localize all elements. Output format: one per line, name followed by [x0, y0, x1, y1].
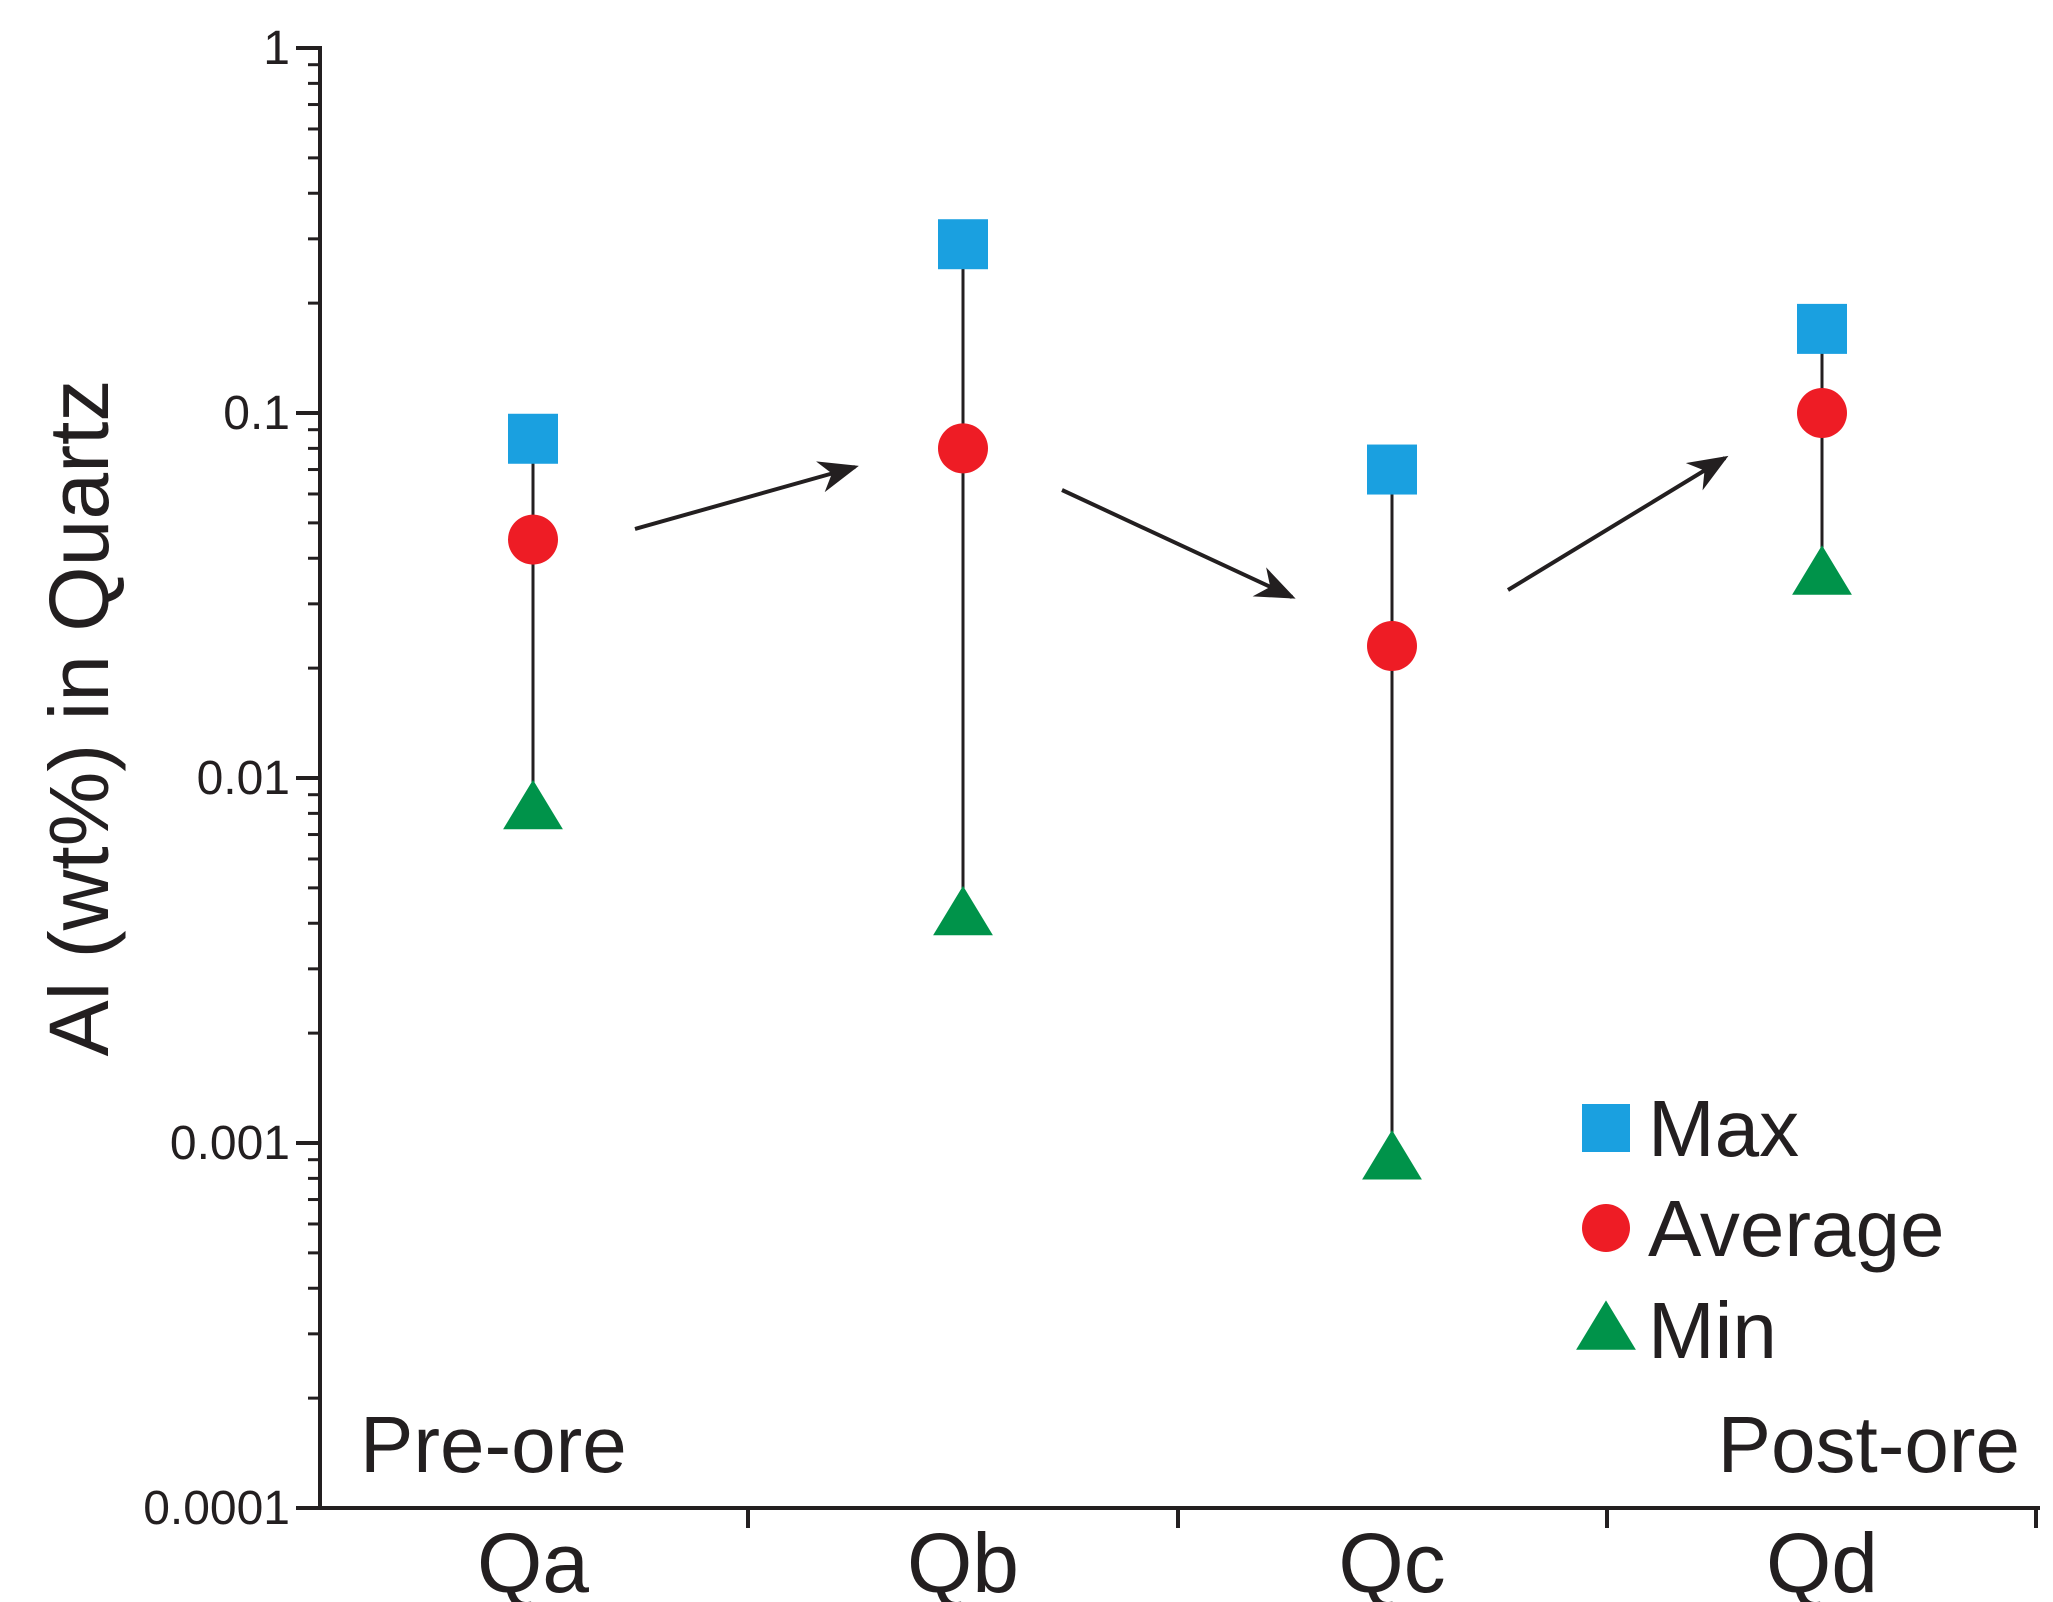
average-point-qa — [508, 514, 558, 565]
trend-arrow-qc-qd — [1506, 455, 1729, 592]
trend-arrow-qb-qc — [1061, 488, 1296, 599]
x-tick-label-qc: Qc — [1338, 1516, 1445, 1602]
min-point-qc — [1362, 1130, 1422, 1180]
x-tick-label-qd: Qd — [1766, 1516, 1878, 1602]
axes: 1 0.1 0.01 0.001 0.0001 Qa Qb Qc Qd Al (wt%) in Q… — [32, 22, 2040, 1602]
max-point-qc — [1367, 444, 1417, 495]
max-point-qb — [938, 219, 988, 270]
legend-marker-average — [1582, 1204, 1630, 1252]
y-tick-label: 0.0001 — [143, 1482, 290, 1535]
legend-label-min: Min — [1648, 1286, 1777, 1375]
post-ore-label: Post-ore — [1718, 1400, 2020, 1489]
legend-label-max: Max — [1648, 1084, 1799, 1173]
legend-marker-max — [1582, 1104, 1630, 1152]
y-tick-label: 0.1 — [223, 387, 290, 440]
legend-marker-min — [1576, 1300, 1636, 1350]
min-point-qd — [1792, 545, 1852, 595]
y-tick-label: 0.001 — [170, 1117, 290, 1170]
y-axis-title: Al (wt%) in Quartz — [32, 380, 126, 1057]
y-tick-label: 0.01 — [197, 752, 290, 805]
max-point-qa — [508, 413, 558, 464]
min-point-qb — [933, 885, 993, 936]
min-point-qa — [503, 779, 563, 830]
data-points — [503, 219, 1852, 1180]
x-tick-label-qb: Qb — [907, 1516, 1019, 1602]
average-point-qb — [938, 423, 988, 474]
x-tick-label-qa: Qa — [477, 1516, 589, 1602]
average-point-qd — [1797, 388, 1847, 438]
trend-arrows — [634, 455, 1729, 599]
legend-label-average: Average — [1648, 1184, 1945, 1273]
trend-arrow-qa-qb — [634, 461, 859, 531]
annotations: Pre-ore Post-ore — [360, 1400, 2020, 1489]
range-lines — [531, 244, 1824, 1160]
pre-ore-label: Pre-ore — [360, 1400, 627, 1489]
y-tick-label: 1 — [263, 22, 290, 75]
average-point-qc — [1367, 620, 1417, 671]
max-point-qd — [1797, 303, 1847, 354]
legend: Max Average Min — [1576, 1084, 1945, 1375]
